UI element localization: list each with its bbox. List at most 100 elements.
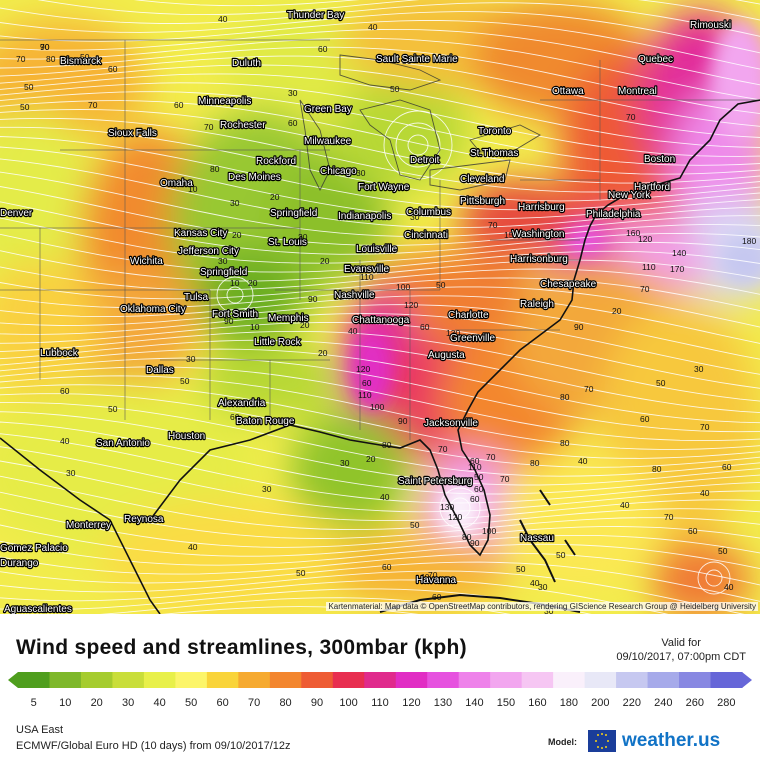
- city-label: Nashville: [334, 290, 375, 301]
- scale-swatch: [584, 672, 617, 688]
- scale-tick-label: 240: [654, 697, 672, 709]
- wind-value: 60: [722, 462, 732, 472]
- wind-value: 90: [398, 416, 408, 426]
- coastline: [0, 99, 760, 614]
- wind-value: 70: [428, 570, 438, 580]
- city-marker: Minneapolis: [197, 95, 253, 108]
- city-marker: Jacksonville: [423, 417, 480, 430]
- city-marker: Monterrey: [65, 519, 112, 532]
- wind-value: 50: [80, 52, 90, 62]
- wind-value: 70: [700, 422, 710, 432]
- city-label: Durango: [0, 558, 39, 569]
- city-label: Bismarck: [60, 56, 102, 67]
- scale-tick-label: 10: [59, 697, 71, 709]
- scale-tick-label: 200: [591, 697, 609, 709]
- wind-value: 70: [40, 42, 50, 52]
- wind-value: 70: [204, 122, 214, 132]
- scale-tick-label: 90: [311, 697, 323, 709]
- city-label: Duluth: [232, 58, 261, 69]
- scale-max-arrow: [742, 672, 752, 688]
- wind-value: 20: [300, 320, 310, 330]
- city-label: Indianapolis: [338, 211, 391, 222]
- wind-value: 100: [396, 282, 410, 292]
- wind-value: 60: [470, 456, 480, 466]
- wind-value: 60: [420, 322, 430, 332]
- scale-swatch: [521, 672, 554, 688]
- scale-swatch: [80, 672, 113, 688]
- city-label: Greenville: [450, 333, 495, 344]
- eu-flag-icon: [588, 730, 616, 752]
- city-marker: Milwaukee: [303, 135, 353, 148]
- brand-logo: weather.us: [622, 730, 721, 751]
- wind-value: 20: [334, 292, 344, 302]
- wind-value: 60: [688, 526, 698, 536]
- map-attribution: Kartenmaterial: Map data © OpenStreetMap…: [326, 602, 758, 611]
- wind-value: 20: [232, 230, 242, 240]
- wind-value: 40: [724, 582, 734, 592]
- wind-value: 60: [288, 118, 298, 128]
- city-label: Raleigh: [520, 299, 554, 310]
- wind-value: 20: [248, 278, 258, 288]
- wind-value: 60: [382, 562, 392, 572]
- city-marker: Chicago: [319, 165, 359, 178]
- wind-value: 60: [318, 44, 328, 54]
- wind-value: 50: [718, 546, 728, 556]
- scale-swatch: [269, 672, 302, 688]
- scale-swatch: [175, 672, 208, 688]
- city-marker: Chattanooga: [351, 314, 411, 327]
- wind-value: 70: [16, 54, 26, 64]
- scale-tick-label: 180: [560, 697, 578, 709]
- wind-value: 10: [230, 278, 240, 288]
- scale-swatch: [616, 672, 649, 688]
- city-marker: Cleveland: [459, 173, 506, 186]
- valid-time-box: Valid for 09/10/2017, 07:00pm CDT: [616, 636, 746, 664]
- wind-value: 90: [224, 316, 234, 326]
- wind-value: 40: [530, 578, 540, 588]
- city-marker: Columbus: [405, 206, 452, 219]
- city-label: Springfield: [270, 208, 317, 219]
- city-marker: Dallas: [145, 364, 175, 377]
- city-marker: Detroit: [409, 154, 441, 167]
- city-marker: Baton Rouge: [235, 415, 296, 428]
- city-label: Philadelphia: [586, 209, 641, 220]
- wind-value: 30: [230, 198, 240, 208]
- wind-value: 70: [664, 512, 674, 522]
- city-marker: Houston: [167, 430, 207, 443]
- scale-tick-label: 20: [91, 697, 103, 709]
- scale-swatch: [143, 672, 176, 688]
- wind-value: 30: [186, 354, 196, 364]
- city-label: Chattanooga: [352, 315, 410, 326]
- wind-value: 80: [46, 54, 56, 64]
- city-marker: Indianapolis: [337, 210, 393, 223]
- wind-value: 40: [60, 436, 70, 446]
- city-label: Detroit: [410, 155, 440, 166]
- city-marker: Harrisonburg: [509, 253, 569, 266]
- city-marker: Fort Wayne: [357, 181, 411, 194]
- valid-label: Valid for: [661, 637, 701, 649]
- scale-swatch: [112, 672, 145, 688]
- city-marker: Ottawa: [551, 85, 586, 98]
- wind-value: 30: [218, 256, 228, 266]
- city-marker: Havanna: [415, 574, 458, 587]
- city-marker: Boston: [643, 153, 677, 166]
- city-marker: Raleigh: [519, 298, 555, 311]
- wind-value: 20: [320, 256, 330, 266]
- city-label: Oklahoma City: [120, 304, 186, 315]
- city-marker: Thunder Bay: [286, 9, 346, 22]
- city-label: Memphis: [268, 313, 309, 324]
- wind-value: 50: [180, 376, 190, 386]
- wind-value: 20: [366, 454, 376, 464]
- scale-min-arrow: [8, 672, 18, 688]
- city-label: Rochester: [220, 120, 266, 131]
- wind-value: 110: [642, 262, 656, 272]
- city-marker: Aguascalientes: [3, 603, 73, 614]
- wind-value: 130: [446, 328, 460, 338]
- wind-value: 40: [348, 326, 358, 336]
- scale-swatch: [490, 672, 523, 688]
- wind-value: 60: [174, 100, 184, 110]
- city-marker: Pittsburgh: [459, 195, 506, 208]
- city-label: Rimouski: [690, 20, 731, 31]
- city-label: Jacksonville: [424, 418, 478, 429]
- wind-value: 160: [626, 228, 640, 238]
- wind-value: 90: [574, 322, 584, 332]
